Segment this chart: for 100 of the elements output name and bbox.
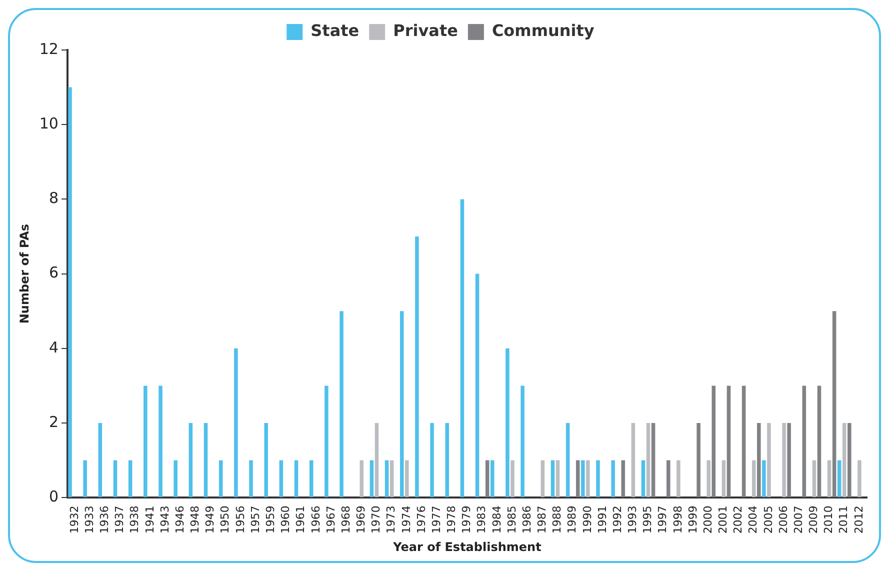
bar: [550, 460, 555, 498]
x-tick-label: 1979: [460, 506, 474, 534]
bar: [827, 460, 832, 498]
bar: [646, 423, 650, 498]
y-tick-label: 2: [48, 412, 58, 431]
x-tick-label: 1991: [596, 506, 609, 534]
x-tick-label: 1967: [324, 506, 338, 534]
x-tick-label: 1936: [98, 506, 112, 534]
bar: [706, 460, 710, 498]
bar: [218, 460, 223, 498]
bar: [596, 460, 600, 498]
legend-label: Private: [393, 21, 458, 40]
bar: [506, 348, 510, 498]
bar: [782, 423, 786, 498]
bar: [802, 386, 806, 498]
x-axis-title: Year of Establishment: [392, 540, 542, 554]
x-tick-label: 1941: [143, 506, 156, 534]
bar: [726, 386, 731, 498]
x-tick-label: 2012: [852, 506, 866, 534]
bar: [384, 460, 389, 498]
x-tick-label: 1989: [566, 506, 579, 534]
x-tick-label: 1937: [113, 506, 126, 534]
bar: [360, 460, 364, 498]
x-tick-label: 1990: [580, 506, 594, 534]
x-tick-label: 2007: [792, 506, 805, 534]
bar: [566, 423, 570, 498]
x-tick-label: 1946: [173, 506, 186, 534]
bar: [576, 460, 580, 498]
bar: [309, 460, 314, 498]
bar: [400, 311, 404, 498]
bar: [324, 386, 328, 498]
y-tick-label: 6: [48, 264, 58, 282]
x-tick-label: 1933: [82, 506, 96, 534]
x-tick-label: 1968: [339, 506, 352, 534]
x-tick-label: 1997: [656, 506, 670, 534]
x-tick-label: 1988: [550, 506, 564, 534]
legend-label: Community: [492, 21, 595, 40]
bar: [621, 460, 626, 498]
bar: [631, 423, 636, 498]
x-tick-label: 2004: [746, 506, 760, 534]
x-tick-label: 1961: [294, 506, 308, 534]
x-tick-label: 1983: [475, 506, 488, 534]
y-tick-label: 10: [39, 114, 58, 132]
y-tick-label: 4: [48, 338, 58, 356]
x-tick-label: 1932: [68, 506, 81, 534]
bar: [586, 460, 590, 498]
bar: [817, 386, 822, 498]
bar: [722, 460, 726, 498]
bar: [858, 460, 862, 498]
x-tick-label: 2011: [837, 506, 850, 534]
x-tick-label: 1985: [505, 506, 518, 534]
x-tick-label: 1949: [204, 506, 217, 534]
x-tick-label: 1992: [610, 506, 624, 534]
x-tick-label: 1993: [626, 506, 640, 534]
x-tick-label: 1943: [158, 506, 172, 534]
y-tick-label: 0: [48, 487, 58, 506]
x-tick-label: 2006: [776, 506, 790, 534]
bar: [415, 236, 419, 498]
bar: [490, 460, 494, 498]
x-tick-label: 1950: [218, 506, 232, 534]
bar: [666, 460, 670, 498]
x-tick-label: 1948: [188, 506, 202, 534]
x-tick-label: 2009: [807, 506, 820, 534]
y-axis-title: Number of PAs: [17, 224, 32, 324]
bar: [757, 423, 761, 498]
bar: [340, 311, 344, 498]
bar: [651, 423, 656, 498]
x-tick-label: 1995: [641, 506, 654, 534]
x-tick-label: 1960: [279, 506, 292, 534]
y-tick-label: 12: [39, 40, 58, 58]
legend-label: State: [310, 21, 360, 40]
bar: [144, 386, 148, 498]
x-tick-label: 1978: [445, 506, 458, 534]
bar: [430, 423, 434, 498]
bar: [696, 423, 700, 498]
x-tick-label: 1969: [354, 506, 368, 534]
bar: [98, 423, 102, 498]
x-tick-label: 1966: [309, 506, 322, 534]
bar: [641, 460, 646, 498]
bar: [676, 460, 680, 498]
x-tick-label: 1987: [536, 506, 549, 534]
x-tick-label: 1998: [671, 506, 684, 534]
bar: [390, 460, 394, 498]
x-tick-label: 2010: [822, 506, 836, 534]
x-tick-label: 2002: [732, 506, 745, 534]
bar: [762, 460, 766, 498]
x-tick-label: 1938: [128, 506, 142, 534]
bar: [485, 460, 490, 498]
bar: [556, 460, 560, 498]
bar: [752, 460, 756, 498]
x-tick-label: 1986: [520, 506, 534, 534]
bar: [540, 460, 545, 498]
bar: [767, 423, 771, 498]
x-tick-label: 2000: [701, 506, 714, 534]
x-tick-label: 1959: [264, 506, 277, 534]
bar: [510, 460, 514, 498]
bar: [279, 460, 284, 498]
x-tick-label: 1970: [370, 506, 383, 534]
bar: [249, 460, 253, 498]
bar: [520, 386, 524, 498]
